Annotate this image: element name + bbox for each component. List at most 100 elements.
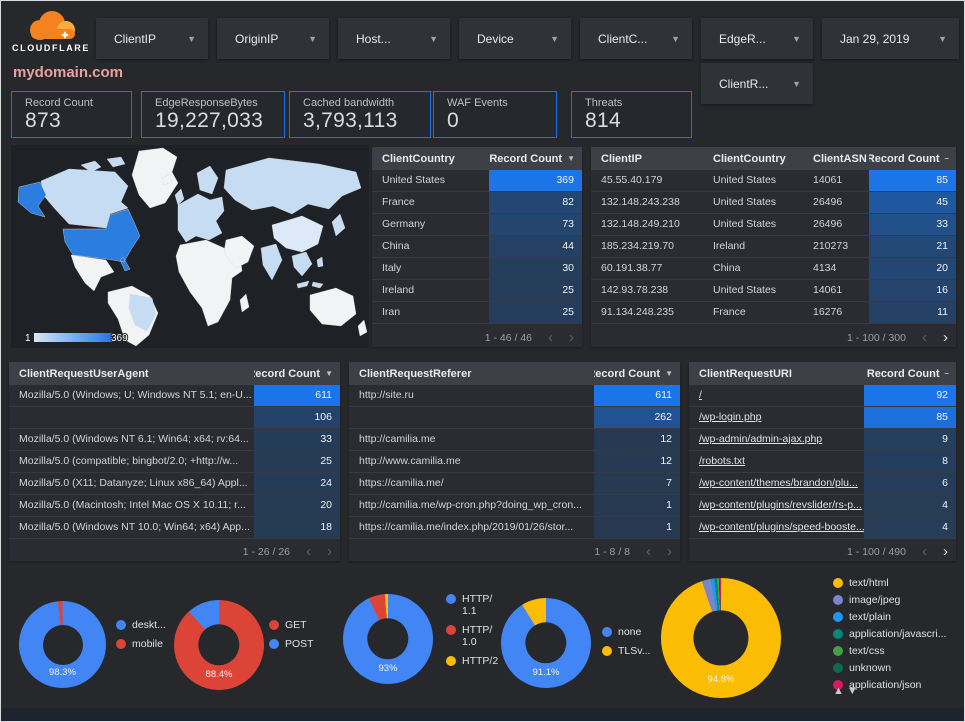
country-united-states[interactable] [62,208,141,272]
next-page-icon[interactable]: › [667,543,672,560]
column-header[interactable]: ClientCountry [382,152,455,165]
table-row[interactable]: Mozilla/5.0 (Windows NT 10.0; Win64; x64… [9,517,340,539]
column-header[interactable]: ClientRequestReferer [359,367,472,380]
filter-chip-clientc[interactable]: ClientC... ▼ [580,18,692,59]
table-row[interactable]: Iran 25 [372,302,582,324]
table-row[interactable]: 91.134.248.235 France 16276 11 [591,302,956,324]
table-row[interactable]: 132.148.249.210 United States 26496 33 [591,214,956,236]
table-row[interactable]: 60.191.38.77 China 4134 20 [591,258,956,280]
country-canada[interactable] [40,168,129,229]
table-row[interactable]: Mozilla/5.0 (Windows; U; Windows NT 5.1;… [9,385,340,407]
table-row[interactable]: /robots.txt 8 [689,451,956,473]
region-europe[interactable] [177,193,225,243]
column-header[interactable]: Record Count – [869,152,949,165]
prev-page-icon[interactable]: ‹ [548,329,553,346]
next-page-icon[interactable]: › [943,329,948,346]
world-map[interactable]: 1 369 [11,145,369,348]
country-japan[interactable] [331,213,346,237]
table-row[interactable]: /wp-content/themes/brandon/plu... 6 [689,473,956,495]
filter-chip-clientr[interactable]: ClientR... ▼ [701,63,813,104]
prev-page-icon[interactable]: ‹ [922,329,927,346]
uri-link[interactable]: /wp-login.php [699,411,762,423]
column-header[interactable]: Record Count – [866,367,949,380]
column-header[interactable]: Record Count ▼ [489,152,575,165]
column-header[interactable]: ClientASN [813,152,867,165]
country-china[interactable] [271,215,324,253]
filter-chip-jan292019[interactable]: Jan 29, 2019 ▼ [822,18,959,59]
filter-chip-device[interactable]: Device ▼ [459,18,571,59]
column-header[interactable]: ClientCountry [713,152,786,165]
prev-page-icon[interactable]: ‹ [646,543,651,560]
table-row[interactable]: http://camilia.me 12 [349,429,680,451]
table-row[interactable]: 262 [349,407,680,429]
table-row[interactable]: 45.55.40.179 United States 14061 85 [591,170,956,192]
next-page-icon[interactable]: › [327,543,332,560]
table-row[interactable]: /wp-login.php 85 [689,407,956,429]
next-page-icon[interactable]: › [943,543,948,560]
table-row[interactable]: 106 [9,407,340,429]
table-row[interactable]: Italy 30 [372,258,582,280]
country-canada-islands[interactable] [80,156,126,173]
country-new-zealand[interactable] [357,319,368,337]
country-us-alaska[interactable] [17,181,47,218]
country-scandinavia[interactable] [196,165,219,195]
region-middle-east[interactable] [223,235,255,269]
country-iceland[interactable] [161,173,173,186]
table-row[interactable]: 185.234.219.70 Ireland 210273 21 [591,236,956,258]
prev-page-icon[interactable]: ‹ [306,543,311,560]
table-row[interactable]: 132.148.243.238 United States 26496 45 [591,192,956,214]
filter-chip-edger[interactable]: EdgeR... ▼ [701,18,813,59]
column-header[interactable]: ClientIP [601,152,642,165]
table-row[interactable]: 142.93.78.238 United States 14061 16 [591,280,956,302]
sort-icon[interactable]: ▼ [567,154,575,163]
table-row[interactable]: /wp-content/plugins/speed-booste... 4 [689,517,956,539]
country-australia[interactable] [309,287,357,327]
prev-page-icon[interactable]: ‹ [922,543,927,560]
country-greenland[interactable] [131,147,179,209]
content-type-donut[interactable]: 94.8% [661,578,781,698]
uri-link[interactable]: /wp-content/themes/brandon/plu... [699,477,858,489]
table-row[interactable]: Mozilla/5.0 (X11; Datanyze; Linux x86_64… [9,473,340,495]
table-row[interactable]: http://www.camilia.me 12 [349,451,680,473]
sort-icon[interactable]: – [944,154,949,163]
column-header[interactable]: ClientRequestURI [699,367,792,380]
country-madagascar[interactable] [239,293,250,313]
table-row[interactable]: Mozilla/5.0 (Macintosh; Intel Mac OS X 1… [9,495,340,517]
country-philippines[interactable] [316,256,324,268]
uri-link[interactable]: /robots.txt [699,455,746,467]
sort-icon[interactable]: ▼ [665,369,673,378]
filter-chip-host[interactable]: Host... ▼ [338,18,450,59]
next-page-icon[interactable]: › [569,329,574,346]
uri-link[interactable]: / [699,389,702,401]
table-row[interactable]: Ireland 25 [372,280,582,302]
country-india[interactable] [260,243,283,281]
tls-version-donut[interactable]: 91.1% [501,598,591,688]
region-se-asia[interactable] [291,251,313,277]
filter-chip-originip[interactable]: OriginIP ▼ [217,18,329,59]
column-header[interactable]: ClientRequestUserAgent [19,367,149,380]
table-row[interactable]: https://camilia.me/7 [349,473,680,495]
table-row[interactable]: Mozilla/5.0 (Windows NT 6.1; Win64; x64;… [9,429,340,451]
world-map-chart[interactable]: 1 369 [11,145,369,348]
table-row[interactable]: http://camilia.me/wp-cron.php?doing_wp_c… [349,495,680,517]
country-indonesia[interactable] [296,280,324,289]
country-russia[interactable] [223,157,362,215]
sort-icon[interactable]: ▼ [325,369,333,378]
table-row[interactable]: /wp-content/plugins/revslider/rs-p... 4 [689,495,956,517]
column-header[interactable]: Record Count ▼ [594,367,673,380]
uri-link[interactable]: /wp-content/plugins/speed-booste... [699,521,864,533]
table-row[interactable]: Germany 73 [372,214,582,236]
table-row[interactable]: Mozilla/5.0 (compatible; bingbot/2.0; +h… [9,451,340,473]
http-method-donut[interactable]: 88.4% [174,600,264,690]
sort-icon[interactable]: – [944,369,949,378]
uri-link[interactable]: /wp-admin/admin-ajax.php [699,433,823,445]
column-header[interactable]: Record Count ▼ [254,367,333,380]
table-row[interactable]: /wp-admin/admin-ajax.php 9 [689,429,956,451]
legend-sort-arrows[interactable]: ▲▼ [833,685,861,697]
table-row[interactable]: France 82 [372,192,582,214]
uri-link[interactable]: /wp-content/plugins/revslider/rs-p... [699,499,862,511]
http-version-donut[interactable]: 93% [343,594,433,684]
device-type-donut[interactable]: 98.3% [19,601,106,688]
table-row[interactable]: / 92 [689,385,956,407]
table-row[interactable]: http://site.ru 611 [349,385,680,407]
